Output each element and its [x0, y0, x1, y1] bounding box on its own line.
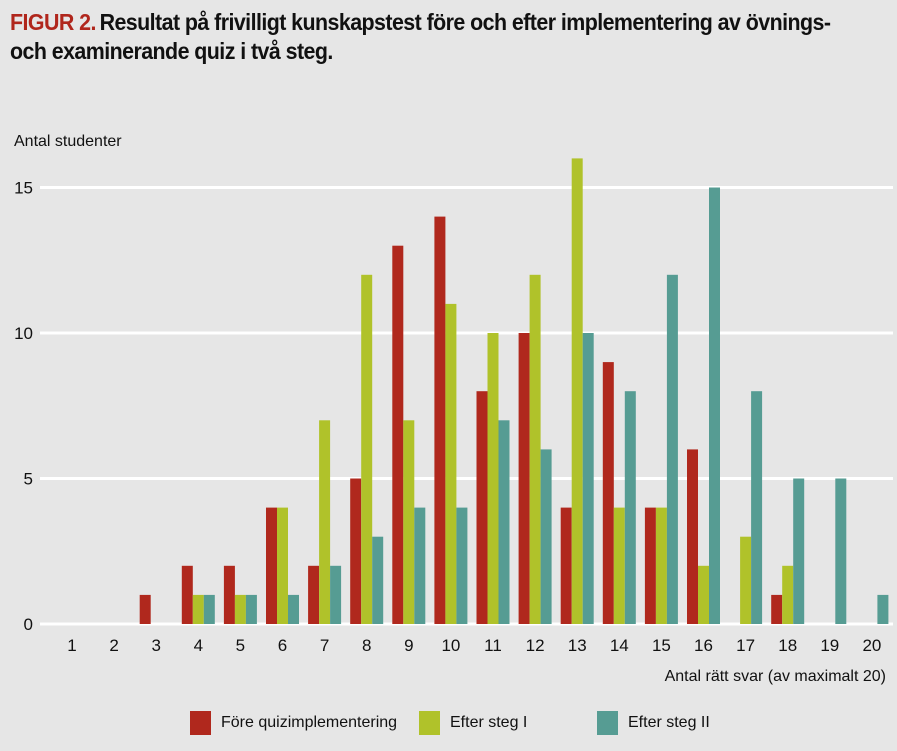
y-tick-label: 5 [24, 470, 33, 489]
legend-item: Efter steg I [419, 711, 527, 735]
figure-number: FIGUR 2. [10, 9, 96, 35]
x-tick-label: 10 [441, 636, 460, 655]
bars [139, 158, 889, 624]
figure-caption: Resultat på frivilligt kunskapstest före… [10, 9, 831, 64]
y-axis-label: Antal studenter [14, 133, 122, 150]
bar-fore-5 [223, 565, 235, 624]
legend-label: Före quizimplementering [221, 714, 398, 731]
bar-steg1-18 [782, 565, 794, 624]
bar-fore-7 [308, 565, 320, 624]
legend-swatch [190, 711, 211, 735]
x-tick-label: 18 [778, 636, 797, 655]
y-tick-label: 10 [14, 324, 33, 343]
bar-steg2-6 [288, 594, 299, 624]
bar-fore-18 [771, 594, 783, 624]
bar-fore-11 [476, 391, 488, 624]
bar-fore-15 [644, 507, 656, 624]
bar-steg1-16 [698, 565, 709, 624]
bar-steg1-12 [529, 274, 541, 624]
bar-steg1-9 [403, 420, 415, 624]
bar-steg2-8 [372, 536, 384, 624]
x-tick-label: 7 [320, 636, 329, 655]
x-tick-label: 9 [404, 636, 413, 655]
bar-steg2-12 [540, 449, 552, 624]
x-tick-label: 14 [610, 636, 629, 655]
bar-fore-13 [560, 507, 572, 624]
bar-steg2-19 [835, 478, 847, 624]
bar-steg2-5 [245, 594, 257, 624]
bar-steg1-8 [361, 274, 373, 624]
x-tick-label: 2 [109, 636, 118, 655]
x-axis-label: Antal rätt svar (av maximalt 20) [665, 668, 886, 685]
bar-steg1-5 [234, 594, 246, 624]
y-tick-label: 15 [14, 179, 33, 198]
legend-swatch [419, 711, 440, 735]
x-tick-label: 13 [568, 636, 587, 655]
x-tick-label: 8 [362, 636, 371, 655]
bar-fore-9 [392, 245, 404, 624]
y-tick-label: 0 [24, 615, 33, 634]
bar-fore-8 [350, 478, 362, 624]
x-tick-label: 4 [194, 636, 203, 655]
x-tick-label: 16 [694, 636, 713, 655]
bar-fore-16 [687, 449, 698, 624]
bar-fore-12 [518, 333, 530, 624]
legend-label: Efter steg II [628, 714, 710, 731]
legend-item: Före quizimplementering [190, 711, 397, 735]
bar-steg1-4 [192, 594, 204, 624]
legend-item: Efter steg II [597, 711, 710, 735]
bar-steg1-10 [445, 303, 457, 624]
x-tick-label: 20 [862, 636, 881, 655]
bar-fore-4 [181, 565, 193, 624]
legend: Före quizimplementering Efter steg I Efter… [0, 711, 897, 737]
bar-steg1-17 [740, 536, 752, 624]
bar-steg2-7 [330, 565, 342, 624]
bar-steg2-18 [793, 478, 805, 624]
bar-steg2-15 [666, 274, 678, 624]
x-tick-label: 1 [67, 636, 76, 655]
bar-steg1-14 [613, 507, 625, 624]
x-tick-label: 17 [736, 636, 755, 655]
bar-steg2-20 [877, 594, 889, 624]
bar-steg1-7 [319, 420, 331, 624]
y-tick-labels: 0 5 10 15 [14, 179, 33, 635]
x-tick-label: 19 [820, 636, 839, 655]
bar-steg2-10 [456, 507, 468, 624]
bar-steg2-9 [414, 507, 426, 624]
bar-steg1-11 [487, 333, 499, 624]
bar-fore-6 [266, 507, 277, 624]
bar-steg2-14 [624, 391, 636, 624]
bar-steg2-16 [709, 187, 720, 624]
x-tick-labels: 1 2 3 4 5 6 7 8 9 10 11 12 13 14 15 16 17 18 19 20 [67, 636, 881, 655]
x-tick-label: 3 [151, 636, 160, 655]
bar-steg2-4 [203, 594, 215, 624]
bar-fore-3 [139, 594, 151, 624]
bar-steg1-15 [655, 507, 667, 624]
legend-label: Efter steg I [450, 714, 528, 731]
bar-steg1-13 [571, 158, 583, 624]
x-tick-label: 12 [526, 636, 545, 655]
bar-steg2-11 [498, 420, 510, 624]
bar-fore-14 [602, 362, 614, 624]
bar-fore-10 [434, 216, 446, 624]
bar-steg2-13 [582, 333, 594, 624]
x-tick-label: 5 [236, 636, 245, 655]
x-tick-label: 15 [652, 636, 671, 655]
x-tick-label: 11 [484, 636, 502, 655]
legend-swatch [597, 711, 618, 735]
x-tick-label: 6 [278, 636, 287, 655]
figure-title: FIGUR 2. Resultat på frivilligt kunskapst… [10, 8, 833, 66]
bar-steg2-17 [751, 391, 763, 624]
bar-steg1-6 [277, 507, 288, 624]
